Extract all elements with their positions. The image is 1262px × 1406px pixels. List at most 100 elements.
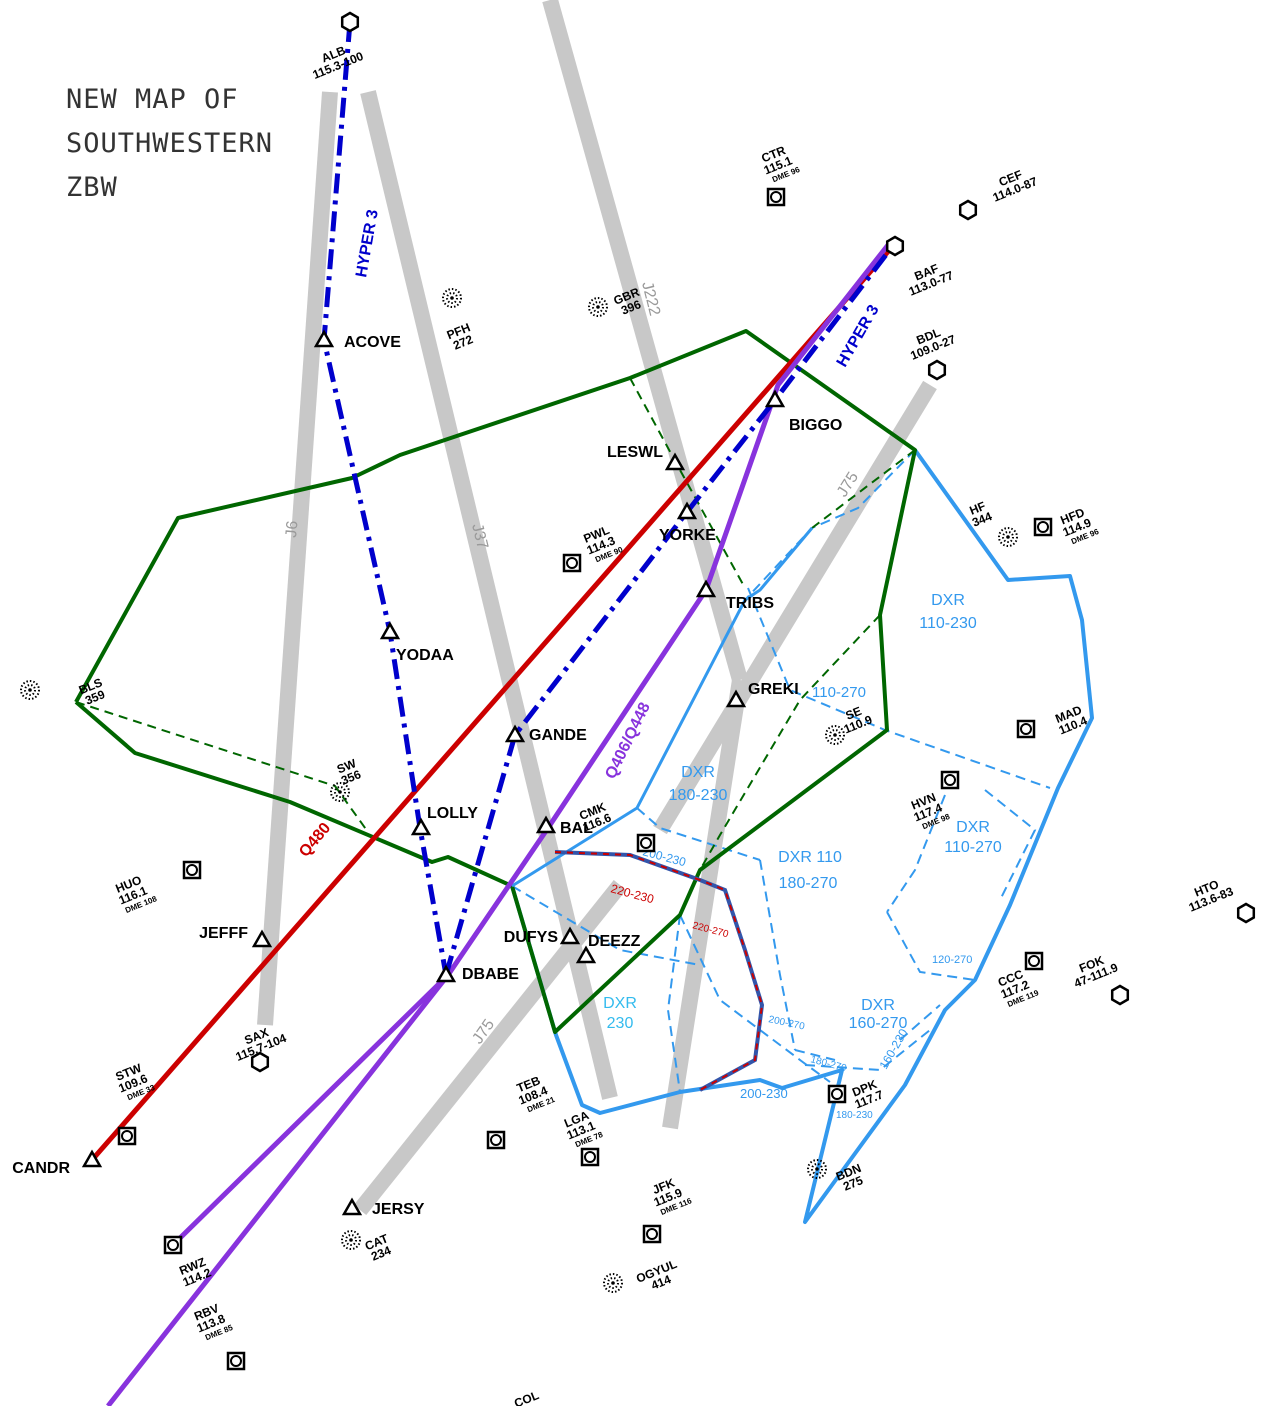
fix-label: GREKI	[748, 681, 799, 698]
sector-range: 180-230	[669, 787, 728, 804]
vortac-icon	[1110, 984, 1130, 1006]
sector-boundary-green	[74, 329, 917, 1034]
fix-label: JEFFF	[199, 925, 248, 942]
altitude-label: 200-230	[740, 1086, 788, 1101]
map-title-line-3: ZBW	[66, 172, 118, 203]
fix-triangle-icon	[575, 945, 597, 964]
fix-triangle-icon	[410, 817, 432, 836]
fix-triangle-icon	[535, 815, 557, 834]
altitude-label: 110-270	[812, 684, 866, 701]
altitude-label: 120-270	[932, 954, 972, 966]
fix-triangle-icon	[435, 964, 457, 983]
route-label-hyper-east: HYPER 3	[834, 302, 883, 370]
fix-label: TRIBS	[726, 595, 774, 612]
navaid-id: COL	[512, 1388, 541, 1406]
vortac-icon	[885, 235, 905, 257]
vortac-icon	[340, 11, 360, 33]
sector-lines-blue-inner	[511, 527, 814, 888]
fix-triangle-icon	[559, 926, 581, 945]
fix-label: CANDR	[12, 1160, 70, 1177]
fix-label: DEEZZ	[588, 933, 641, 950]
fix-label: DBABE	[462, 966, 519, 983]
airway-label-j6: J6	[283, 520, 301, 538]
ndb-icon	[20, 680, 40, 700]
fix-label: YODAA	[396, 647, 454, 664]
navaid-id: SW	[335, 756, 359, 776]
sector-name: DXR 110	[778, 849, 842, 866]
fix-label: YORKE	[659, 527, 716, 544]
sector-range: 160-270	[849, 1015, 908, 1032]
fix-label: BIGGO	[789, 417, 842, 434]
sector-name: DXR	[861, 997, 895, 1014]
vortac-icon	[958, 199, 978, 221]
fix-label: ACOVE	[344, 334, 401, 351]
route-hyper3	[321, 21, 894, 976]
ndb-icon	[825, 725, 845, 745]
ndb-icon	[807, 1159, 827, 1179]
vortac-icon	[250, 1051, 270, 1073]
route-label-q406: Q406/Q448	[602, 700, 654, 782]
jet-airways	[257, 0, 937, 1215]
fix-label: BAL	[560, 820, 593, 837]
map-title-line-2: SOUTHWESTERN	[66, 128, 274, 159]
fix-triangle-icon	[251, 929, 273, 948]
altitude-label: 180-230	[836, 1110, 873, 1121]
altitude-label: 160-230	[876, 1026, 910, 1071]
fix-label: DUFYS	[504, 929, 559, 946]
sector-name: DXR	[681, 764, 715, 781]
fix-triangle-icon	[81, 1149, 103, 1168]
vortac-icon	[1236, 902, 1256, 924]
airway-label-j37: J37	[468, 522, 491, 551]
airway-j222-south	[662, 678, 748, 1130]
fixes-layer: ACOVE LESWL BIGGO YORKE TRIBS GREKI YODAA GANDE…	[12, 329, 842, 1218]
navaid-label: COL	[512, 1388, 541, 1406]
fix-triangle-icon	[725, 689, 747, 708]
map-title-line-1: NEW MAP OF	[66, 84, 239, 115]
fix-triangle-icon	[341, 1197, 363, 1216]
fix-label: LESWL	[607, 444, 663, 461]
airway-j6	[257, 91, 338, 1026]
altitude-label: 220-230	[609, 881, 655, 906]
sector-range: 230	[607, 1015, 634, 1032]
fix-label: GANDE	[529, 727, 587, 744]
fix-triangle-icon	[676, 501, 698, 520]
airway-j222	[542, 0, 748, 683]
fix-label: LOLLY	[427, 805, 478, 822]
fix-triangle-icon	[764, 389, 786, 408]
route-label-q480: Q480	[296, 820, 334, 861]
ndb-icon	[998, 527, 1018, 547]
airway-j75-north	[653, 380, 937, 835]
navaid-id: HF	[967, 499, 987, 518]
fix-triangle-icon	[664, 452, 686, 471]
ndb-icon	[341, 1230, 361, 1250]
fix-triangle-icon	[313, 329, 335, 348]
ndb-icon	[330, 782, 350, 802]
ndb-icon	[588, 297, 608, 317]
vortac-icon	[927, 359, 947, 381]
route-label-hyper-west: HYPER 3	[353, 208, 382, 278]
ndb-icon	[442, 288, 462, 308]
sector-range: 180-270	[779, 875, 838, 892]
altitude-labels: 110-270 200-230 220-230 220-270 200-270 …	[609, 684, 972, 1121]
fix-triangle-icon	[504, 724, 526, 743]
